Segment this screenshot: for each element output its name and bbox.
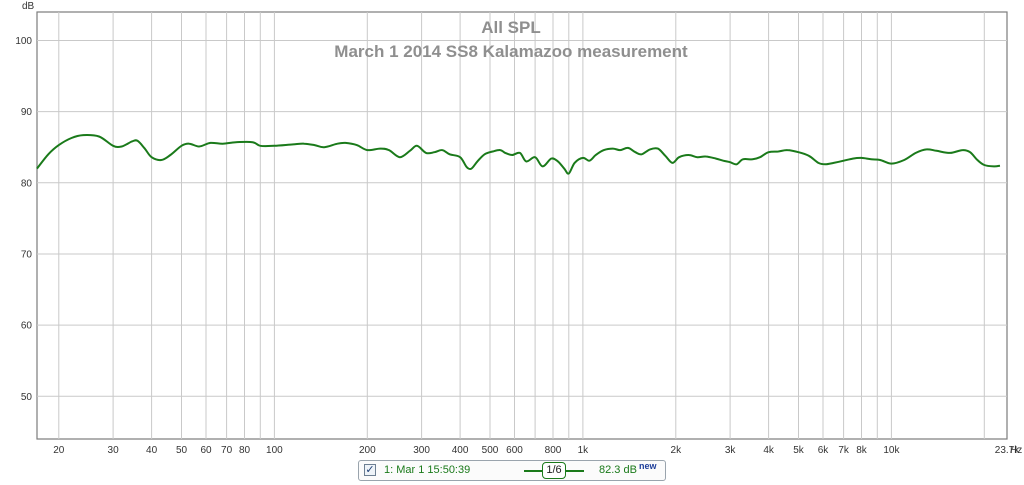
- x-tick-label: 600: [506, 445, 523, 456]
- x-tick-label: 7k: [838, 445, 850, 456]
- spl-series-line: [36, 133, 1001, 175]
- chart-subtitle: March 1 2014 SS8 Kalamazoo measurement: [334, 42, 688, 61]
- y-tick-label: 90: [21, 107, 33, 118]
- legend-value: 82.3 dB: [599, 464, 637, 476]
- x-tick-label: 400: [452, 445, 469, 456]
- y-tick-label: 60: [21, 321, 33, 332]
- y-tick-label: 50: [21, 392, 33, 403]
- x-tick-label: 300: [413, 445, 430, 456]
- legend-bar: ✓ 1: Mar 1 15:50:39 1/6 82.3 dB new: [358, 460, 666, 481]
- x-tick-label: 40: [146, 445, 158, 456]
- plot-frame: [36, 11, 1008, 440]
- y-tick-labels: 50 60 70 80 90 100: [15, 36, 32, 403]
- chart-title: All SPL: [481, 18, 541, 37]
- x-tick-labels: 20 30 40 50 60 70 80 100 200 300 400 500 600 800 1k 2k 3…: [53, 445, 1020, 456]
- series-visibility-checkbox[interactable]: ✓: [364, 464, 376, 476]
- y-tick-label: 100: [15, 36, 32, 47]
- x-tick-label: 1k: [578, 445, 590, 456]
- x-tick-label: 4k: [763, 445, 775, 456]
- x-tick-label: 6k: [818, 445, 830, 456]
- x-tick-label: 5k: [793, 445, 805, 456]
- new-badge: new: [639, 461, 657, 471]
- spl-chart: 50 60 70 80 90 100 20 30 40 50 60 70 80 100 200 300 400…: [15, 1, 1022, 456]
- x-tick-label: 20: [53, 445, 65, 456]
- x-tick-label: 70: [221, 445, 233, 456]
- x-tick-label: 30: [108, 445, 120, 456]
- y-tick-label: 80: [21, 178, 33, 189]
- x-tick-label: 50: [176, 445, 188, 456]
- x-tick-label: 10k: [883, 445, 900, 456]
- y-gridlines: [37, 40, 1007, 397]
- x-tick-label: 8k: [856, 445, 868, 456]
- x-tick-label: 2k: [671, 445, 683, 456]
- x-tick-label: 100: [266, 445, 283, 456]
- x-axis-unit: Hz: [1010, 445, 1022, 456]
- x-tick-label: 200: [359, 445, 376, 456]
- smoothing-badge[interactable]: 1/6: [542, 462, 566, 479]
- x-tick-label: 800: [545, 445, 562, 456]
- y-tick-label: 70: [21, 250, 33, 261]
- x-tick-label: 23.7k: [995, 445, 1020, 456]
- x-tick-label: 80: [239, 445, 251, 456]
- x-tick-label: 60: [200, 445, 212, 456]
- legend-series-name[interactable]: 1: Mar 1 15:50:39: [384, 464, 471, 476]
- series-layer: [36, 133, 1001, 175]
- x-tick-label: 500: [482, 445, 499, 456]
- x-tick-label: 3k: [725, 445, 737, 456]
- y-axis-unit: dB: [22, 1, 35, 12]
- x-gridlines: [58, 12, 985, 439]
